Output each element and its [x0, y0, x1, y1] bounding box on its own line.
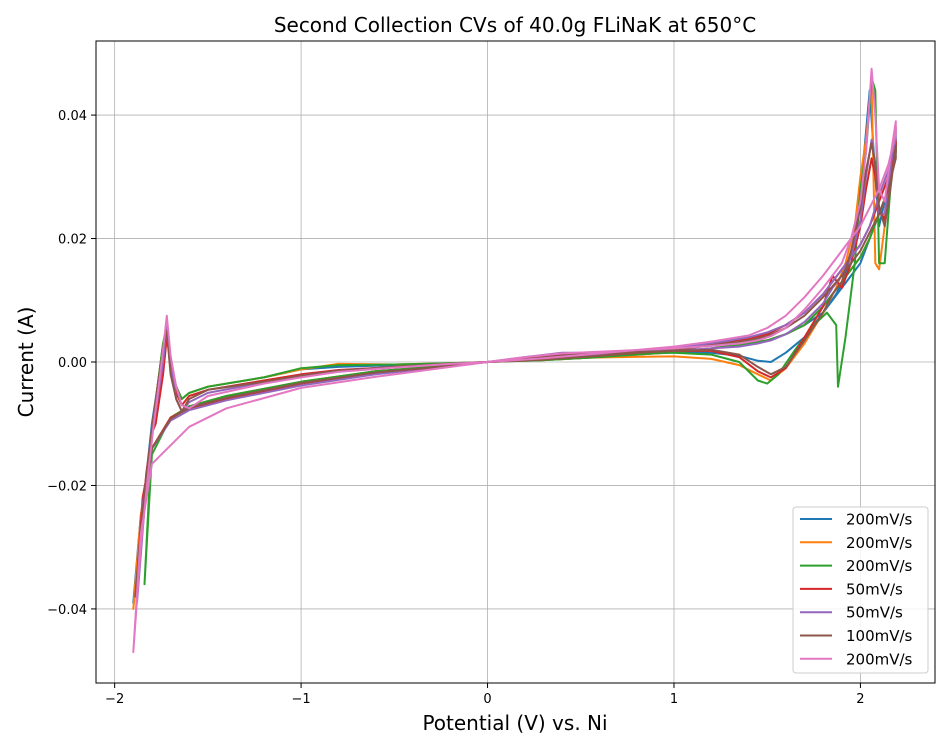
y-tick-label: −0.02 [47, 479, 87, 494]
x-tick-label: 2 [856, 692, 864, 707]
legend-label-4: 50mV/s [846, 580, 903, 598]
series-group [132, 67, 897, 654]
chart-title: Second Collection CVs of 40.0g FLiNaK at… [274, 13, 756, 37]
x-tick-label: 0 [483, 692, 491, 707]
legend-box [792, 506, 929, 674]
axis-ticks: −2 −1 0 1 2 −0.04 −0.02 0.00 0.02 0.04 [47, 109, 864, 707]
y-axis-label: Current (A) [14, 307, 38, 418]
x-tick-label: −2 [105, 692, 124, 707]
x-tick-label: 1 [670, 692, 678, 707]
legend-label-7: 200mV/s [846, 650, 913, 668]
y-tick-label: 0.02 [58, 233, 87, 248]
y-tick-label: 0.00 [58, 356, 87, 371]
legend: 200mV/s 200mV/s 200mV/s 50mV/s 50mV/s 100mV/s… [792, 506, 929, 674]
legend-label-3: 200mV/s [846, 557, 913, 575]
legend-label-5: 50mV/s [846, 604, 903, 622]
legend-label-1: 200mV/s [846, 511, 913, 529]
x-axis-label: Potential (V) vs. Ni [422, 711, 607, 735]
series-line-7 [132, 67, 897, 654]
series-line-6 [134, 141, 897, 598]
series-line-3 [143, 77, 897, 586]
legend-label-6: 100mV/s [846, 627, 913, 645]
y-tick-label: −0.04 [47, 603, 87, 618]
x-tick-label: −1 [292, 692, 311, 707]
y-tick-label: 0.04 [58, 109, 87, 124]
legend-label-2: 200mV/s [846, 534, 913, 552]
series-line-5 [136, 126, 897, 604]
